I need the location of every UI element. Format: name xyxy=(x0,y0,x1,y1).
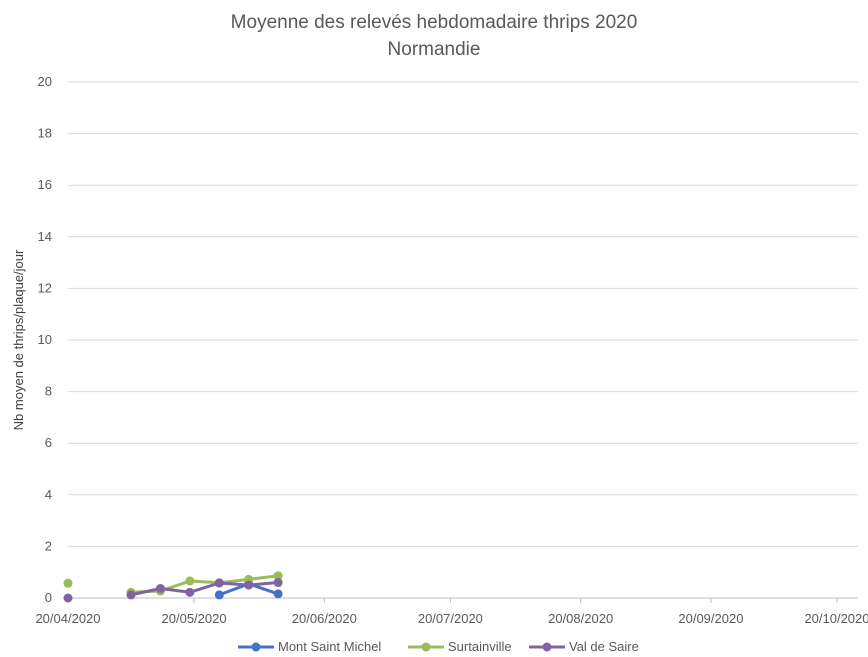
x-tick-label-6: 20/10/2020 xyxy=(804,611,868,626)
legend-swatch-marker-0 xyxy=(251,642,261,652)
y-axis-label: Nb moyen de thrips/plaque/jour xyxy=(11,249,26,430)
legend-item-2: Val de Saire xyxy=(529,639,639,654)
legend-swatch-marker-1 xyxy=(421,642,431,652)
y-tick-label-0: 0 xyxy=(45,590,52,605)
legend-item-1: Surtainville xyxy=(408,639,512,654)
data-point-1-3 xyxy=(185,576,195,586)
legend-item-0: Mont Saint Michel xyxy=(238,639,381,654)
data-point-0-2 xyxy=(273,589,283,599)
legend: Mont Saint Michel Surtainville Val de Sair… xyxy=(238,639,639,654)
y-tick-label-6: 6 xyxy=(45,435,52,450)
y-tick-label-16: 16 xyxy=(38,177,52,192)
data-point-2-5 xyxy=(244,580,254,590)
grid-lines xyxy=(68,81,858,599)
x-tick-label-3: 20/07/2020 xyxy=(418,611,483,626)
y-tick-label-8: 8 xyxy=(45,384,52,399)
y-tick-label-20: 20 xyxy=(38,74,52,89)
series-line-1-1 xyxy=(129,574,280,594)
legend-label-1: Surtainville xyxy=(448,639,512,654)
legend-swatch-marker-2 xyxy=(542,642,552,652)
y-axis-ticks: 0 2 4 6 8 10 12 14 16 18 20 xyxy=(38,74,52,605)
data-point-2-3 xyxy=(185,587,195,597)
legend-label-0: Mont Saint Michel xyxy=(278,639,381,654)
data-point-2-4 xyxy=(214,578,224,588)
y-tick-label-4: 4 xyxy=(45,487,52,502)
y-tick-label-2: 2 xyxy=(45,538,52,553)
series-2 xyxy=(63,578,283,603)
series-layer xyxy=(63,571,283,603)
y-tick-label-14: 14 xyxy=(38,229,52,244)
x-axis-ticks: 20/04/2020 20/05/2020 20/06/2020 20/07/2020… xyxy=(35,598,868,626)
series-line-2-1 xyxy=(129,581,280,597)
y-tick-label-18: 18 xyxy=(38,126,52,141)
x-tick-label-2: 20/06/2020 xyxy=(292,611,357,626)
x-tick-label-0: 20/04/2020 xyxy=(35,611,100,626)
data-point-2-2 xyxy=(155,583,165,593)
y-tick-label-10: 10 xyxy=(38,332,52,347)
y-tick-label-12: 12 xyxy=(38,280,52,295)
data-point-2-0 xyxy=(63,593,73,603)
data-point-2-1 xyxy=(126,590,136,600)
chart-title-line-1: Moyenne des relevés hebdomadaire thrips … xyxy=(231,12,638,33)
data-point-1-0 xyxy=(63,578,73,588)
legend-label-2: Val de Saire xyxy=(569,639,639,654)
chart-title-line-2: Normandie xyxy=(388,39,481,60)
data-point-2-6 xyxy=(273,578,283,588)
x-tick-label-5: 20/09/2020 xyxy=(678,611,743,626)
x-tick-label-1: 20/05/2020 xyxy=(162,611,227,626)
data-point-0-0 xyxy=(214,590,224,600)
x-tick-label-4: 20/08/2020 xyxy=(548,611,613,626)
data-point-1-6 xyxy=(273,571,283,581)
